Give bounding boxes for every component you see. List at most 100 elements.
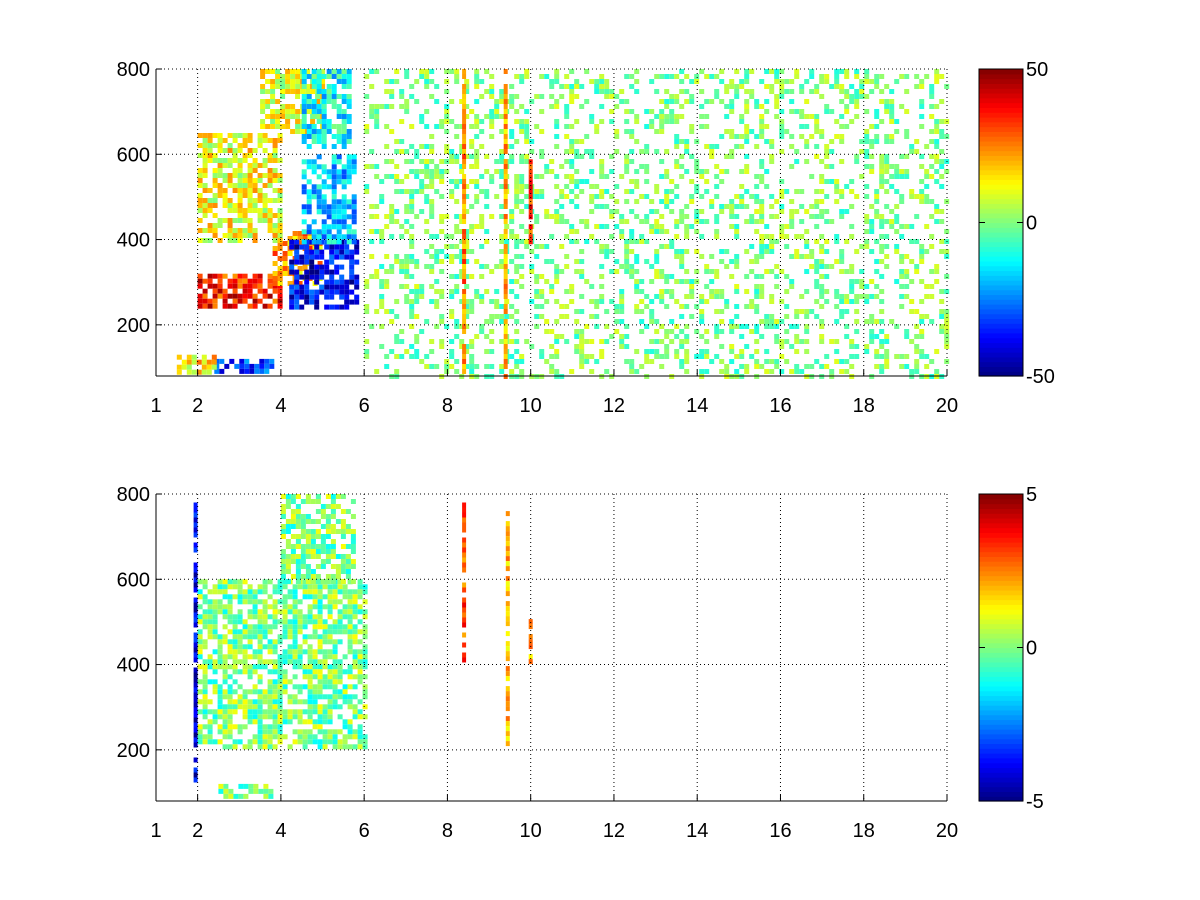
heatmap-cell — [919, 84, 925, 89]
heatmap-cell — [749, 259, 755, 264]
heatmap-cell — [544, 169, 550, 174]
heatmap-cell — [350, 544, 356, 549]
heatmap-cell — [434, 124, 440, 129]
heatmap-cell — [242, 298, 248, 304]
heatmap-cell — [350, 534, 356, 539]
heatmap-cell — [257, 198, 263, 203]
heatmap-cell — [292, 584, 298, 590]
heatmap-cell — [789, 109, 795, 114]
colorbar-segment — [979, 700, 1023, 706]
heatmap-cell — [894, 169, 900, 174]
heatmap-cell — [819, 364, 825, 369]
heatmap-cell — [287, 714, 293, 720]
heatmap-cell — [270, 69, 276, 74]
heatmap-cell — [864, 79, 870, 84]
heatmap-cell — [689, 199, 695, 204]
heatmap-cell — [331, 144, 337, 149]
heatmap-cell — [272, 714, 278, 720]
heatmap-cell — [207, 138, 213, 143]
heatmap-cell — [340, 524, 346, 529]
heatmap-cell — [664, 289, 670, 294]
heatmap-cell — [342, 654, 348, 660]
heatmap-cell — [312, 684, 318, 690]
heatmap-cell — [429, 94, 435, 99]
heatmap-cell — [944, 229, 950, 234]
heatmap-cell — [454, 214, 460, 219]
heatmap-cell — [264, 358, 270, 364]
heatmap-cell — [237, 739, 243, 745]
heatmap-cell — [357, 604, 363, 610]
heatmap-cell — [268, 793, 274, 799]
heatmap-cell — [309, 264, 315, 270]
heatmap-cell — [316, 189, 322, 195]
heatmap-cell — [464, 104, 470, 109]
heatmap-cell — [332, 694, 338, 700]
heatmap-cell — [212, 288, 218, 294]
heatmap-cell — [829, 84, 835, 89]
heatmap-cell — [904, 169, 910, 174]
heatmap-cell — [237, 228, 243, 233]
heatmap-cell — [237, 233, 243, 238]
heatmap-cell — [499, 319, 505, 324]
heatmap-cell — [222, 178, 228, 183]
heatmap-cell — [285, 564, 291, 569]
heatmap-cell — [237, 649, 243, 655]
heatmap-cell — [207, 133, 213, 138]
heatmap-cell — [222, 218, 228, 223]
heatmap-cell — [594, 359, 600, 364]
heatmap-cell — [212, 649, 218, 655]
heatmap-cell — [312, 649, 318, 655]
stripe-cell — [193, 647, 198, 653]
heatmap-cell — [734, 234, 740, 239]
heatmap-cell — [439, 179, 445, 184]
heatmap-cell — [519, 209, 525, 214]
heatmap-cell — [317, 614, 323, 620]
heatmap-cell — [314, 304, 320, 310]
heatmap-cell — [759, 204, 765, 209]
heatmap-cell — [337, 714, 343, 720]
heatmap-cell — [774, 199, 780, 204]
heatmap-cell — [289, 264, 295, 270]
heatmap-cell — [305, 494, 311, 499]
heatmap-cell — [624, 249, 630, 254]
heatmap-cell — [302, 619, 308, 625]
heatmap-cell — [317, 644, 323, 650]
heatmap-cells — [193, 494, 533, 799]
heatmap-cell — [834, 119, 840, 124]
heatmap-cell — [514, 179, 520, 184]
heatmap-cell — [929, 139, 935, 144]
heatmap-cell — [267, 714, 273, 720]
heatmap-cell — [272, 138, 278, 143]
heatmap-cell — [789, 209, 795, 214]
heatmap-cell — [464, 194, 470, 199]
heatmap-cell — [724, 169, 730, 174]
heatmap-cell — [321, 94, 327, 99]
heatmap-cell — [322, 619, 328, 625]
heatmap-cell — [265, 104, 271, 109]
heatmap-cell — [514, 279, 520, 284]
heatmap-cell — [879, 99, 885, 104]
heatmap-cell — [272, 198, 278, 203]
heatmap-cell — [331, 174, 337, 180]
heatmap-cell — [929, 164, 935, 169]
heatmap-cell — [267, 704, 273, 710]
heatmap-cell — [464, 299, 470, 304]
heatmap-cell — [754, 134, 760, 139]
heatmap-cell — [257, 699, 263, 705]
heatmap-cell — [277, 589, 283, 595]
heatmap-cell — [474, 149, 480, 154]
heatmap-cell — [242, 689, 248, 695]
heatmap-cell — [649, 199, 655, 204]
heatmap-cell — [270, 94, 276, 99]
heatmap-cell — [282, 674, 288, 680]
stripe-cell — [503, 279, 508, 284]
heatmap-cell — [389, 104, 395, 109]
heatmap-cell — [554, 334, 560, 339]
heatmap-cell — [319, 289, 325, 295]
heatmap-cell — [272, 283, 278, 289]
heatmap-cell — [464, 364, 470, 369]
heatmap-cell — [275, 69, 281, 74]
heatmap-cell — [834, 199, 840, 204]
heatmap-cell — [310, 534, 316, 539]
heatmap-cell — [315, 529, 321, 534]
